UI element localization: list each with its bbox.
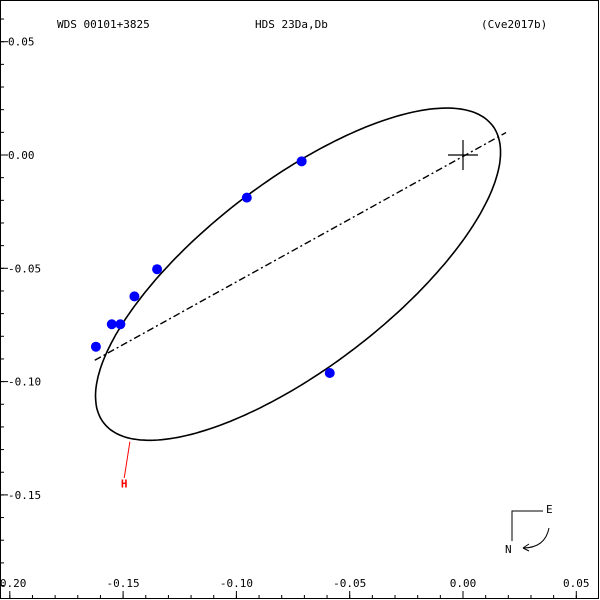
x-axis: -0.20 -0.15 -0.10 -0.05 0.00 0.05 [0,577,590,599]
y-tick-label: -0.05 [8,262,41,275]
observation-point [90,341,101,352]
observation-point [115,319,126,330]
observation-point [241,192,252,203]
observation-point [152,264,163,275]
x-tick-label: 0.05 [563,577,590,590]
orbit-ellipse [94,107,502,442]
observation-points [90,156,335,378]
observation-point [129,291,140,302]
measure-annotation: H [121,477,128,490]
y-tick-label: 0.00 [8,149,35,162]
y-axis: 0.05 0.00 -0.05 -0.10 -0.15 [0,18,41,587]
y-tick-label: -0.10 [8,376,41,389]
compass-north-label: N [505,543,512,556]
observation-point [324,367,335,378]
y-tick-label: -0.15 [8,489,41,502]
x-tick-label: 0.00 [450,577,477,590]
observation-point [106,319,117,330]
wds-identifier: WDS 00101+3825 [57,18,150,31]
discoverer-designation: HDS 23Da,Db [255,18,328,31]
x-tick-label: -0.20 [0,577,26,590]
primary-star-cross [448,140,478,170]
x-tick-label: -0.10 [220,577,253,590]
x-tick-label: -0.05 [333,577,366,590]
compass-east-label: E [546,503,553,516]
compass-arrows [511,510,543,541]
line-of-nodes [94,131,507,361]
observation-point [296,156,307,167]
compass-arrowhead [522,543,530,552]
compass-rotation-arc [522,527,550,549]
orbit-reference: (Cve2017b) [481,18,547,31]
x-tick-label: -0.15 [107,577,140,590]
compass-rose: E N [505,503,553,556]
measurement-lines [123,441,131,478]
annotations: H [121,477,128,490]
y-tick-label: 0.05 [8,36,35,49]
measurement-line [123,441,131,478]
